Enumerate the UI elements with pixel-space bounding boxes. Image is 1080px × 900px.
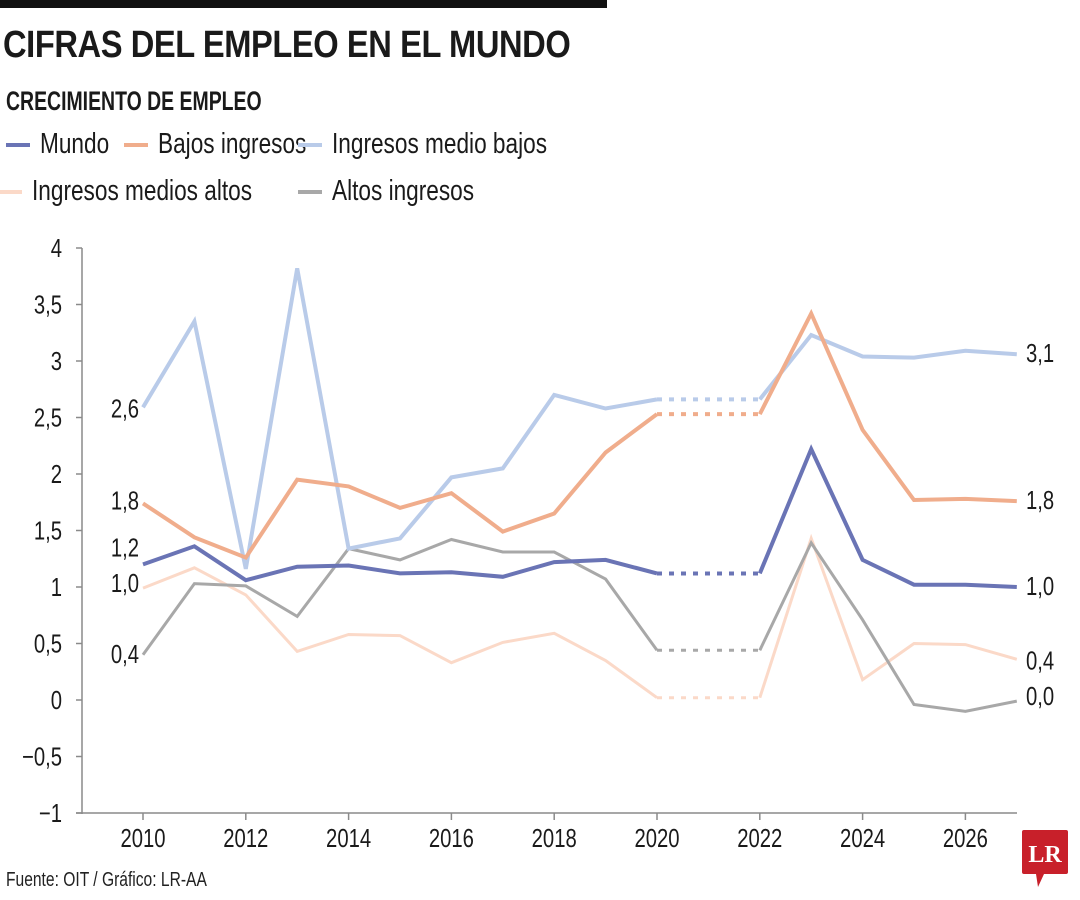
start-value-label: 2,6 <box>111 394 139 423</box>
legend-label: Mundo <box>40 128 110 160</box>
end-value-label: 3,1 <box>1026 339 1054 368</box>
lr-logo-badge <box>1022 830 1068 887</box>
x-tick-label: 2018 <box>532 824 577 853</box>
legend-swatch-mundo <box>6 142 30 147</box>
series-line <box>142 544 658 583</box>
y-tick-label: 4 <box>51 234 62 263</box>
chart-subtitle: CRECIMIENTO DE EMPLEO <box>6 86 262 116</box>
source-note: Fuente: OIT / Gráfico: LR-AA <box>6 869 207 891</box>
legend-swatch-altos-ingresos <box>298 189 322 194</box>
series-bajos-ingresos <box>141 308 1017 561</box>
lr-logo-text: LR <box>1028 842 1062 868</box>
legend-label: Bajos ingresos <box>158 128 307 160</box>
legend-label: Ingresos medio bajos <box>332 128 548 160</box>
legend-swatch-bajos-ingresos <box>124 142 148 147</box>
lr-logo: LR <box>1022 830 1068 887</box>
series-mundo <box>142 444 1017 589</box>
legend-item-bajos-ingresos: Bajos ingresos <box>124 128 348 161</box>
x-tick-label: 2026 <box>943 824 988 853</box>
y-tick-label: −0,5 <box>22 742 62 771</box>
x-tick-label: 2010 <box>120 824 165 853</box>
series-line <box>758 308 1017 504</box>
y-tick-label: 3 <box>51 347 62 376</box>
start-value-label: 1,8 <box>111 486 139 515</box>
end-value-label: 1,8 <box>1026 486 1054 515</box>
legend-label: Altos ingresos <box>332 175 475 207</box>
x-tick-label: 2016 <box>429 824 474 853</box>
series-ingresos-medio-bajos <box>141 267 1017 570</box>
y-tick-label: −1 <box>39 799 62 828</box>
legend-item-ingresos-medio-bajos: Ingresos medio bajos <box>298 128 608 161</box>
chart-data-labels: 1,2 1,0 1,8 1,8 2,6 3,1 1,0 0,4 0,4 0,0 <box>111 339 1054 711</box>
y-tick-label: 1,5 <box>34 516 62 545</box>
x-tick-label: 2012 <box>223 824 268 853</box>
legend-item-altos-ingresos: Altos ingresos <box>298 175 514 208</box>
series-line <box>758 332 1017 401</box>
x-tick-label: 2024 <box>840 824 885 853</box>
end-value-label: 0,0 <box>1026 682 1054 711</box>
series-line <box>758 539 1018 713</box>
start-value-label: 1,2 <box>111 533 139 562</box>
y-tick-label: 2,5 <box>34 403 62 432</box>
series-line <box>757 444 1017 589</box>
chart-axes: 4 3,5 3 2,5 2 1,5 1 0,5 0 −0,5 −1 2010 2012 2014 2016 2… <box>22 234 1017 853</box>
series-line <box>141 267 658 570</box>
series-line <box>758 533 1018 699</box>
y-tick-label: 0 <box>51 686 62 715</box>
y-tick-label: 3,5 <box>34 290 62 319</box>
legend-swatch-ingresos-medios-altos <box>0 189 22 194</box>
start-value-label: 1,0 <box>111 569 139 598</box>
series-line <box>142 566 658 699</box>
x-tick-label: 2014 <box>326 824 371 853</box>
legend-item-mundo: Mundo <box>6 128 129 161</box>
y-tick-label: 0,5 <box>34 629 62 658</box>
x-tick-label: 2022 <box>737 824 782 853</box>
page-title: CIFRAS DEL EMPLEO EN EL MUNDO <box>3 24 571 66</box>
start-value-label: 0,4 <box>111 639 139 668</box>
legend-item-ingresos-medios-altos: Ingresos medios altos <box>0 175 314 208</box>
y-tick-label: 2 <box>51 460 62 489</box>
end-value-label: 0,4 <box>1026 646 1054 675</box>
top-rule <box>0 0 607 8</box>
legend-label: Ingresos medios altos <box>32 175 253 207</box>
legend-swatch-ingresos-medio-bajos <box>298 142 322 147</box>
series-line <box>141 537 659 656</box>
y-tick-label: 1 <box>51 573 62 602</box>
end-value-label: 1,0 <box>1026 572 1054 601</box>
chart-series <box>141 267 1018 713</box>
x-tick-label: 2020 <box>634 824 679 853</box>
